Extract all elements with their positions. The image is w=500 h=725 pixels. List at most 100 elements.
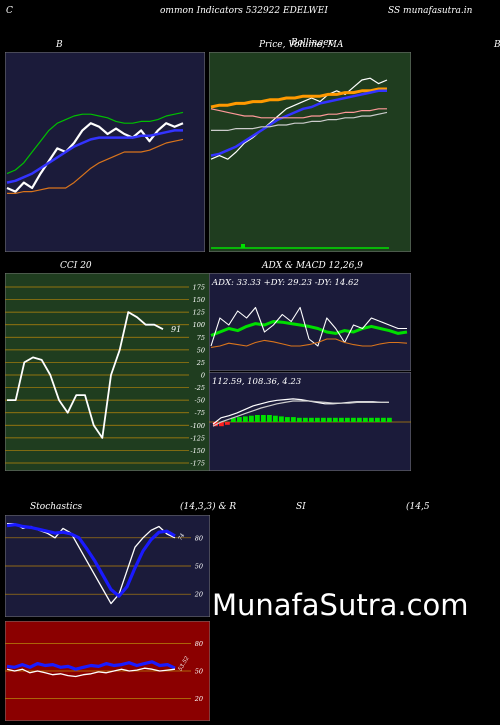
adx-background [209,273,411,371]
macd-histogram-bar [255,415,260,422]
bollinger-middle-line [6,129,183,184]
macd-histogram-bar [303,417,308,422]
price-ma-blue-line [210,89,387,157]
macd-histogram-bar [357,417,362,422]
adx-panel: ADX: 33.33 +DY: 29.23 -DY: 14.62 [209,273,411,371]
price-ma-title: Price, Volume, MA [259,40,344,50]
macd-histogram-bar [321,417,326,422]
cci-last-value: 91 [171,325,181,334]
macd-histogram-bar [387,417,392,422]
cci-tick-label: -175 [190,460,205,468]
cci-tick-label: 150 [193,296,205,304]
macd-histogram-bar [279,416,284,422]
header-center: ommon Indicators 532922 EDELWEI [160,6,328,16]
cci-panel: 175 150 125 100 75 50 25 0 -25 -50 -75 -100 -125 -150… [5,273,210,471]
rsi-panel: 80 50 20 53.52 [5,621,210,721]
macd-histogram-bar [291,417,296,422]
rsi-params: (14,5 [406,502,430,512]
cci-tick-label: -25 [195,384,205,392]
watermark: MunafaSutra.com [212,588,469,622]
price-ma-panel [209,52,411,252]
cci-tick-label: 125 [193,309,205,317]
macd-histogram-bar [231,417,236,422]
macd-histogram-bar [351,417,356,422]
macd-histogram-bar [213,422,218,427]
macd-histogram-bar [219,422,224,427]
macd-histogram-bar [273,415,278,422]
macd-histogram-bar [333,417,338,422]
volume-bar [241,244,245,248]
stochastics-tick-label: 50 [195,563,203,571]
cci-tick-label: -100 [190,422,205,430]
bollinger-chart [5,52,205,252]
stochastics-tick-label: 20 [194,591,203,599]
header-right: SS munafasutra.in [388,6,473,16]
rsi-label: SI [296,502,306,512]
macd-histogram-bar [369,417,374,422]
stochastics-panel: 80 50 20 74 [5,515,210,617]
adx-dy-line [210,338,408,348]
cci-tick-label: 50 [197,346,205,354]
cci-title: CCI 20 [60,261,92,271]
rsi-tick-label: 80 [195,640,203,648]
macd-histogram-bar [381,417,386,422]
macd-signal-line [212,400,389,427]
macd-histogram-bar [363,417,368,422]
cci-tick-label: 175 [193,284,205,292]
price-ma-orange-line [210,87,387,109]
cci-tick-label: 75 [197,334,205,342]
macd-histogram-bar [309,417,314,422]
macd-histogram-bar [345,417,350,422]
macd-histogram-bar [249,415,254,422]
macd-histogram-bar [237,417,242,422]
price-background [209,52,411,252]
rsi-tick-label: 50 [195,668,203,676]
price-overlay-title: Bollinger [291,38,333,48]
macd-histogram-bar [339,417,344,422]
macd-histogram-bar [297,417,302,422]
cci-tick-label: 25 [196,359,205,367]
adx-adx-line [210,320,408,337]
bollinger-lower-line [7,138,184,194]
bollinger-panel [5,52,205,252]
right-edge-title: B [494,40,500,50]
macd-histogram-bar [315,417,320,422]
cci-tick-label: -150 [190,447,205,455]
macd-histogram-bar [261,415,266,422]
macd-histogram-bar [327,417,332,422]
macd-macd-line [212,398,389,425]
adx-chart: ADX: 33.33 +DY: 29.23 -DY: 14.62 [209,273,411,371]
macd-histogram-bar [375,417,380,422]
cci-background [5,273,210,471]
cci-line [7,311,164,439]
stochastics-title: Stochastics [30,502,83,512]
macd-chart: 112.59, 108.36, 4.23 [209,372,411,471]
bollinger-title: B [56,40,63,50]
macd-histogram-bar [225,422,230,425]
macd-panel: 112.59, 108.36, 4.23 [209,372,411,471]
adx-dy-line [210,306,407,347]
cci-tick-label: -75 [195,409,205,417]
price-ma-white-line [211,111,388,132]
cci-tick-label: -50 [195,397,205,405]
adx-readout: ADX: 33.33 +DY: 29.23 -DY: 14.62 [211,278,359,288]
rsi-tick-label: 20 [194,695,203,703]
bollinger-upper-line [6,111,184,175]
rsi-rsi-line [6,660,176,671]
price-ma-pink-line [210,108,387,119]
macd-histogram-bar [285,417,290,422]
macd-readout: 112.59, 108.36, 4.23 [212,377,301,387]
cci-tick-label: -125 [190,434,205,442]
stochastics-d-line [6,523,176,598]
stochastics-tick-label: 80 [195,534,203,542]
rsi-rsiavg-line [6,667,176,678]
macd-histogram-bar [267,415,272,422]
cci-tick-label: 0 [201,372,205,380]
stochastics-last-value: 74 [178,532,187,541]
price-price-line [210,77,388,160]
cci-tick-label: 100 [193,321,205,329]
stochastics-chart: 80 50 20 74 [5,515,210,617]
adx-macd-title: ADX & MACD 12,26,9 [262,261,363,271]
price-ma-chart [209,52,411,252]
